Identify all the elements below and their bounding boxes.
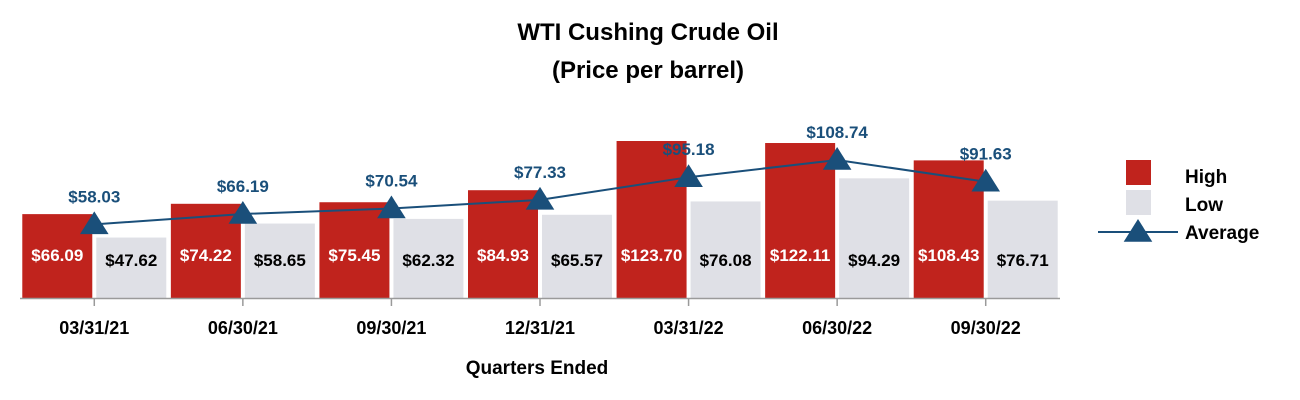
x-tick-label: 06/30/22 (802, 318, 872, 338)
data-label-average: $58.03 (68, 187, 120, 206)
data-label-high: $75.45 (328, 246, 380, 265)
data-label-high: $74.22 (180, 246, 232, 265)
data-label-average: $91.63 (960, 145, 1012, 164)
chart-title: WTI Cushing Crude Oil (517, 19, 778, 46)
data-label-low: $65.57 (551, 251, 603, 270)
chart-subtitle: (Price per barrel) (552, 57, 744, 84)
bar-low (542, 214, 612, 298)
bar-low (96, 237, 167, 298)
legend-label-high: High (1185, 167, 1227, 188)
x-tick-label: 09/30/21 (356, 318, 426, 338)
average-marker (228, 200, 258, 224)
average-marker (674, 164, 703, 187)
x-tick-label: 09/30/22 (951, 318, 1021, 338)
data-label-high: $108.43 (918, 246, 979, 265)
x-tick-label: 06/30/21 (208, 318, 278, 338)
x-tick-label: 03/31/21 (59, 318, 129, 338)
x-tick-label: 03/31/22 (654, 318, 724, 338)
bar-high (616, 141, 687, 298)
legend-label-average: Average (1185, 223, 1259, 244)
average-marker (79, 211, 109, 235)
data-label-high: $123.70 (621, 246, 682, 265)
plot-area: 03/31/21 06/30/21 09/30/21 12/31/21 03/31/22… (20, 123, 1060, 338)
legend: High Low Average (1098, 160, 1259, 244)
legend-swatch-low (1126, 190, 1151, 215)
bar-high (913, 160, 984, 298)
average-marker (971, 168, 1001, 192)
bar-low (244, 223, 315, 298)
data-label-low: $76.08 (700, 251, 752, 270)
legend-label-low: Low (1185, 195, 1223, 216)
data-label-high: $122.11 (770, 246, 831, 265)
bar-high (170, 203, 241, 298)
bar-low (393, 218, 464, 298)
bar-low (839, 178, 910, 298)
average-marker (377, 195, 406, 219)
x-axis-label: Quarters Ended (466, 358, 609, 379)
bar-low (690, 201, 761, 298)
data-label-average: $70.54 (365, 171, 418, 190)
data-label-average: $108.74 (806, 123, 868, 142)
legend-marker-average (1123, 219, 1153, 242)
average-marker (525, 186, 555, 210)
data-label-low: $76.71 (997, 251, 1049, 270)
bar-high (22, 214, 93, 298)
bar-high (468, 190, 538, 298)
average-marker (822, 146, 852, 170)
x-tick-label: 12/31/21 (505, 318, 575, 338)
data-label-low: $58.65 (254, 251, 306, 270)
legend-swatch-high (1126, 160, 1151, 185)
data-label-high: $84.93 (477, 246, 529, 265)
data-label-average: $77.33 (514, 163, 566, 182)
data-label-low: $94.29 (848, 251, 900, 270)
bar-low (987, 200, 1058, 298)
data-label-low: $47.62 (105, 251, 157, 270)
data-label-average: $95.18 (663, 140, 715, 159)
data-label-high: $66.09 (31, 246, 83, 265)
data-label-low: $62.32 (402, 251, 454, 270)
data-label-average: $66.19 (217, 177, 269, 196)
